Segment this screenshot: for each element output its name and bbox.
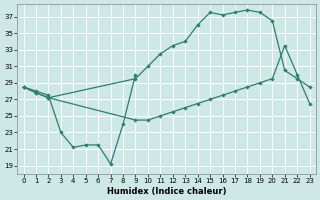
X-axis label: Humidex (Indice chaleur): Humidex (Indice chaleur)	[107, 187, 226, 196]
